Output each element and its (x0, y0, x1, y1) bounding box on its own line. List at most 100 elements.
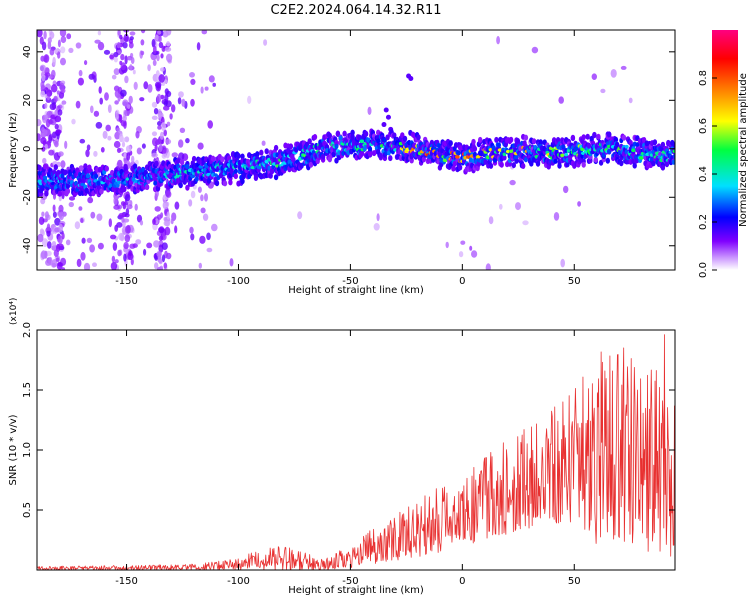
spectral-point (202, 213, 209, 221)
spectral-point (268, 172, 273, 179)
spectral-point (123, 253, 127, 262)
spectral-point (112, 242, 118, 251)
spectral-point (160, 122, 166, 131)
spectral-point (499, 161, 504, 168)
spectral-point (42, 163, 48, 170)
spectral-point (94, 173, 99, 179)
spectral-point (141, 143, 146, 149)
spectral-point (628, 97, 633, 104)
spectral-point (199, 235, 206, 244)
spectral-point (49, 48, 55, 56)
spectral-point (515, 202, 521, 211)
spectral-point (166, 53, 173, 63)
spectral-point (96, 213, 103, 221)
spectral-point (120, 89, 127, 97)
spectral-point (207, 120, 213, 129)
spectral-point (146, 242, 153, 249)
spectral-point (157, 121, 162, 126)
spectral-point (90, 105, 94, 114)
spectral-point (55, 257, 60, 262)
spectral-point (672, 149, 675, 154)
spectral-point (264, 148, 269, 155)
spectral-point (151, 115, 158, 121)
spectral-point (110, 261, 118, 270)
spectral-point (610, 69, 617, 78)
spectral-point (156, 54, 160, 62)
spectral-point (509, 179, 516, 186)
spectral-point (605, 157, 610, 164)
spectral-point (335, 130, 341, 137)
spectral-point (83, 163, 88, 170)
spectral-point (147, 84, 153, 93)
spectral-point (488, 162, 494, 169)
spectral-point (109, 54, 114, 60)
spectral-point (123, 241, 129, 250)
spectral-point (672, 142, 675, 149)
spectral-point (130, 258, 134, 266)
spectral-point (50, 84, 58, 93)
spectral-point (107, 104, 112, 113)
spectral-point (471, 250, 478, 258)
spectral-point (96, 180, 101, 186)
spectral-point (116, 41, 121, 49)
spectral-point (57, 109, 63, 116)
spectral-point (124, 136, 130, 143)
spectral-point (152, 45, 157, 55)
snr-x-label: Height of straight line (km) (288, 585, 424, 596)
spectral-point (143, 248, 147, 256)
spectral-point (129, 31, 136, 36)
spectral-point (158, 235, 164, 241)
y-tick-label: 1.5 (22, 382, 33, 398)
spectral-point (174, 201, 180, 210)
spectral-point (229, 258, 234, 267)
spectral-point (39, 64, 46, 72)
spectral-point (233, 168, 238, 174)
spectral-point (179, 159, 185, 166)
colorbar-ticks: 0.0 0.2 0.4 0.6 0.8 (698, 70, 717, 278)
spectrogram-panel: -150 -100 -50 0 50 -40 -20 0 20 40 Height of str… (8, 29, 676, 296)
spectral-point (113, 51, 119, 58)
spectral-point (40, 80, 45, 89)
x-tick-label: -50 (342, 576, 358, 587)
spectral-point (273, 174, 279, 181)
spectral-point (621, 134, 627, 141)
colorbar-tick-label: 0.4 (698, 166, 709, 182)
spectral-point (196, 42, 201, 51)
spectral-point (49, 103, 57, 111)
spectral-point (156, 251, 162, 257)
y-tick-label: 40 (22, 45, 33, 58)
x-tick-label: 0 (459, 576, 465, 587)
spectral-point (198, 262, 202, 269)
spectral-point (171, 152, 178, 158)
spectral-point (46, 140, 51, 146)
spectral-point (52, 211, 57, 218)
spectral-point (77, 77, 84, 86)
spectral-point (120, 137, 126, 143)
spectral-point (255, 151, 260, 158)
spectral-point (592, 131, 597, 138)
spectral-point (151, 131, 158, 137)
spectral-point (400, 132, 405, 139)
spectral-point (71, 118, 76, 125)
spectral-point (157, 30, 162, 35)
spectral-point (376, 213, 380, 222)
spectral-point (52, 56, 56, 66)
spectral-point (228, 179, 233, 186)
spectral-point (59, 211, 64, 221)
spectral-point (53, 95, 58, 103)
spectral-point (53, 164, 58, 171)
spectral-point (164, 46, 172, 52)
spectral-point (169, 113, 173, 120)
spectral-point (124, 194, 131, 202)
spectral-point (210, 155, 216, 162)
spectral-point (204, 193, 208, 202)
snr-y-multiplier: (x10⁴) (9, 298, 19, 325)
y-tick-label: -40 (22, 238, 33, 254)
spectral-point (157, 125, 162, 130)
spectral-point (114, 259, 119, 264)
spectral-point (103, 49, 111, 55)
spectral-point (58, 151, 64, 157)
colorbar-tick-label: 0.8 (698, 70, 709, 86)
spectral-point (60, 173, 65, 179)
spectral-point (113, 140, 121, 149)
